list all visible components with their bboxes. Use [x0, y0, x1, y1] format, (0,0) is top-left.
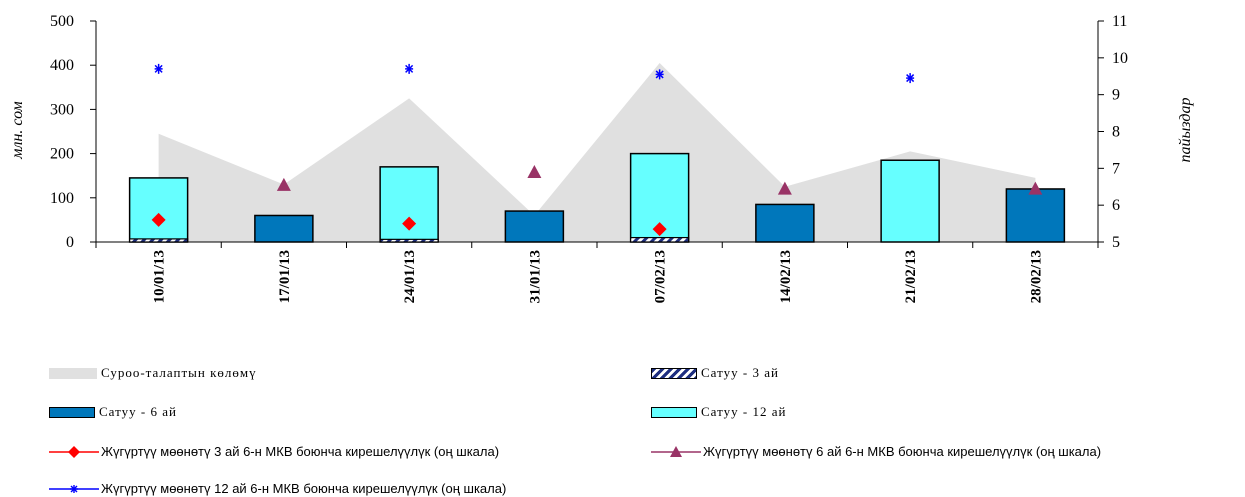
marker-yield12-stroke: [655, 70, 664, 79]
marker-yield3: [652, 222, 667, 237]
demand-area: [158, 62, 1036, 242]
y-left-axis-title: млн. сом: [9, 101, 26, 159]
marker-yield12-stroke: [906, 74, 915, 83]
marker-yield6: [527, 165, 542, 179]
x-tick-label: 21/02/13: [903, 250, 919, 303]
y-right-tick-label: 11: [1112, 13, 1127, 30]
marker-yield6: [1028, 181, 1043, 195]
x-tick-label: 28/02/13: [1028, 250, 1044, 303]
marker-yield6: [276, 177, 291, 191]
bar-sale6: [755, 203, 815, 243]
marker-yield12: [405, 63, 414, 74]
y-right-tick-label: 9: [1112, 87, 1120, 104]
bar-sale6: [504, 210, 565, 243]
y-right-tick-label: 7: [1112, 160, 1120, 177]
y-right-tick-label: 8: [1112, 124, 1120, 141]
bar-sale12: [128, 177, 189, 243]
y-right-tick-label: 6: [1112, 197, 1120, 214]
y-left-tick-label: 0: [66, 234, 74, 251]
y-left-tick-label: 500: [50, 13, 74, 30]
marker-yield12: [655, 69, 664, 80]
bar-sale6: [254, 214, 314, 243]
marker-yield3: [151, 212, 166, 227]
marker-yield3: [402, 216, 417, 231]
bar-sale12: [379, 166, 439, 243]
demand-area-layer: [158, 62, 1036, 242]
x-tick-label: 17/01/13: [277, 250, 293, 303]
y-left-tick-label: 100: [50, 190, 74, 207]
x-tick-label: 14/02/13: [778, 250, 794, 303]
marker-yield12: [906, 73, 915, 84]
bar-sale6: [1005, 188, 1066, 243]
x-tick-label: 31/01/13: [527, 250, 543, 303]
x-tick-label: 07/02/13: [653, 250, 669, 303]
y-right-axis-title: пайыздар: [1177, 98, 1194, 163]
y-left-tick-label: 300: [50, 101, 74, 118]
bar-sale3: [630, 236, 690, 243]
y-right-tick-label: 10: [1112, 50, 1128, 67]
x-tick-label: 10/01/13: [152, 250, 168, 303]
bars-layer: [128, 152, 1066, 243]
y-left-tick-label: 200: [50, 146, 74, 163]
markers-layer: [151, 63, 1043, 237]
marker-yield12-stroke: [154, 64, 163, 73]
marker-yield12-stroke: [405, 64, 414, 73]
bar-sale12: [880, 159, 940, 243]
marker-yield12: [154, 63, 163, 74]
axes-layer: 0 100 200 300 400 500 5 6 7 8 9 10 11 10/01/13 17/01/1…: [50, 13, 1128, 303]
y-right-tick-label: 5: [1112, 234, 1120, 251]
marker-yield6: [777, 181, 792, 195]
y-left-tick-label: 400: [50, 57, 74, 74]
x-tick-label: 24/01/13: [402, 250, 418, 303]
